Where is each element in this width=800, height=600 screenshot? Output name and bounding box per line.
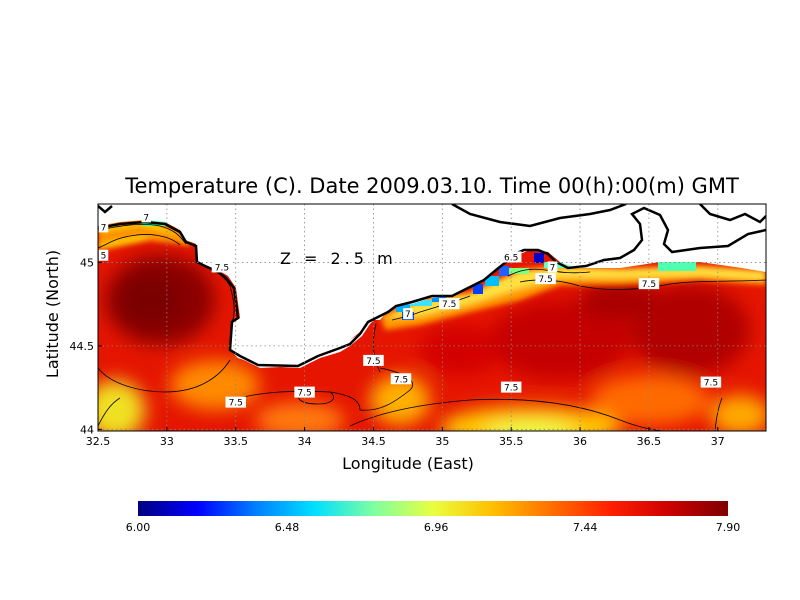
colorbar-tick-label: 6.48 [275, 521, 300, 534]
contour-label-bg [638, 278, 660, 290]
contour-label: 7.5 [642, 280, 656, 290]
contour-labels: 7 5 7 7.5 6.5 7 7.5 7.5 7.5 7 7.5 7.5 7.5 7.5 7.5 7.5 [98, 211, 722, 409]
contour-label-bg [390, 373, 412, 385]
x-tick-label: 32.5 [86, 435, 111, 448]
contour-label: 7 [101, 223, 107, 233]
contour-label: 7.5 [229, 399, 243, 409]
x-tick-label: 33.5 [223, 435, 248, 448]
colorbar [138, 501, 728, 516]
contour-label: 7 [405, 310, 411, 320]
y-tick-label: 44.5 [70, 340, 95, 353]
contour-label-bg [500, 251, 522, 263]
contour-label-bg [211, 261, 233, 273]
colorbar-tick-label: 7.44 [573, 521, 598, 534]
x-tick-label: 33 [160, 435, 174, 448]
crimea-land [98, 204, 766, 368]
contour-label-bg [500, 381, 522, 393]
plot-frame [97, 203, 767, 432]
contour-label: 7.5 [538, 275, 552, 285]
contour-label-bg [403, 308, 413, 320]
contour-label-bg [700, 376, 722, 388]
contour-label-bg [438, 298, 460, 310]
contour-label-bg [225, 396, 246, 408]
y-axis-ticks: 44 44.5 45 [70, 256, 102, 436]
depth-annotation: Z = 2.5 m [280, 249, 397, 268]
colorbar-tick-label: 7.90 [716, 521, 741, 534]
contour-label: 7.5 [442, 300, 456, 310]
colorbar-ticks: 6.00 6.48 6.96 7.44 7.90 [126, 521, 741, 534]
x-tick-label: 36.5 [637, 435, 662, 448]
x-axis-ticks: 32.5 33 33.5 34 34.5 35 35.5 36 36.5 37 [86, 427, 725, 448]
contour-label-bg [535, 273, 556, 285]
y-tick-label: 44 [80, 423, 94, 436]
contour-label: 7.5 [215, 263, 229, 273]
contour-label: 7.5 [366, 357, 380, 367]
contour-label: 7.5 [394, 375, 408, 385]
contour-label-bg [363, 354, 384, 366]
contour-label-bg [98, 249, 109, 261]
x-tick-label: 37 [711, 435, 725, 448]
plot-area [98, 204, 766, 431]
y-axis-label: Latitude (North) [43, 250, 62, 378]
contour-label-bg [98, 221, 109, 233]
contour-label-bg [141, 211, 151, 223]
x-tick-label: 35 [435, 435, 449, 448]
x-tick-label: 34 [298, 435, 312, 448]
contour-label: 5 [101, 252, 107, 262]
x-tick-label: 35.5 [499, 435, 524, 448]
x-tick-label: 36 [573, 435, 587, 448]
x-tick-label: 34.5 [361, 435, 386, 448]
chart-title: Temperature (C). Date 2009.03.10. Time 0… [124, 174, 739, 198]
x-axis-label: Longitude (East) [342, 454, 474, 473]
contour-label: 7.5 [297, 389, 311, 399]
y-tick-label: 45 [80, 256, 94, 269]
field-shading [98, 255, 766, 431]
contour-label-bg [547, 261, 558, 273]
contour-label: 6.5 [504, 253, 518, 263]
contour-label: 7.5 [704, 379, 718, 389]
colorbar-tick-label: 6.96 [424, 521, 449, 534]
contour-label: 7 [143, 213, 149, 223]
colorbar-tick-label: 6.00 [126, 521, 151, 534]
contour-label: 7 [550, 263, 556, 273]
contour-label-bg [294, 386, 315, 398]
contour-label: 7.5 [504, 384, 518, 394]
